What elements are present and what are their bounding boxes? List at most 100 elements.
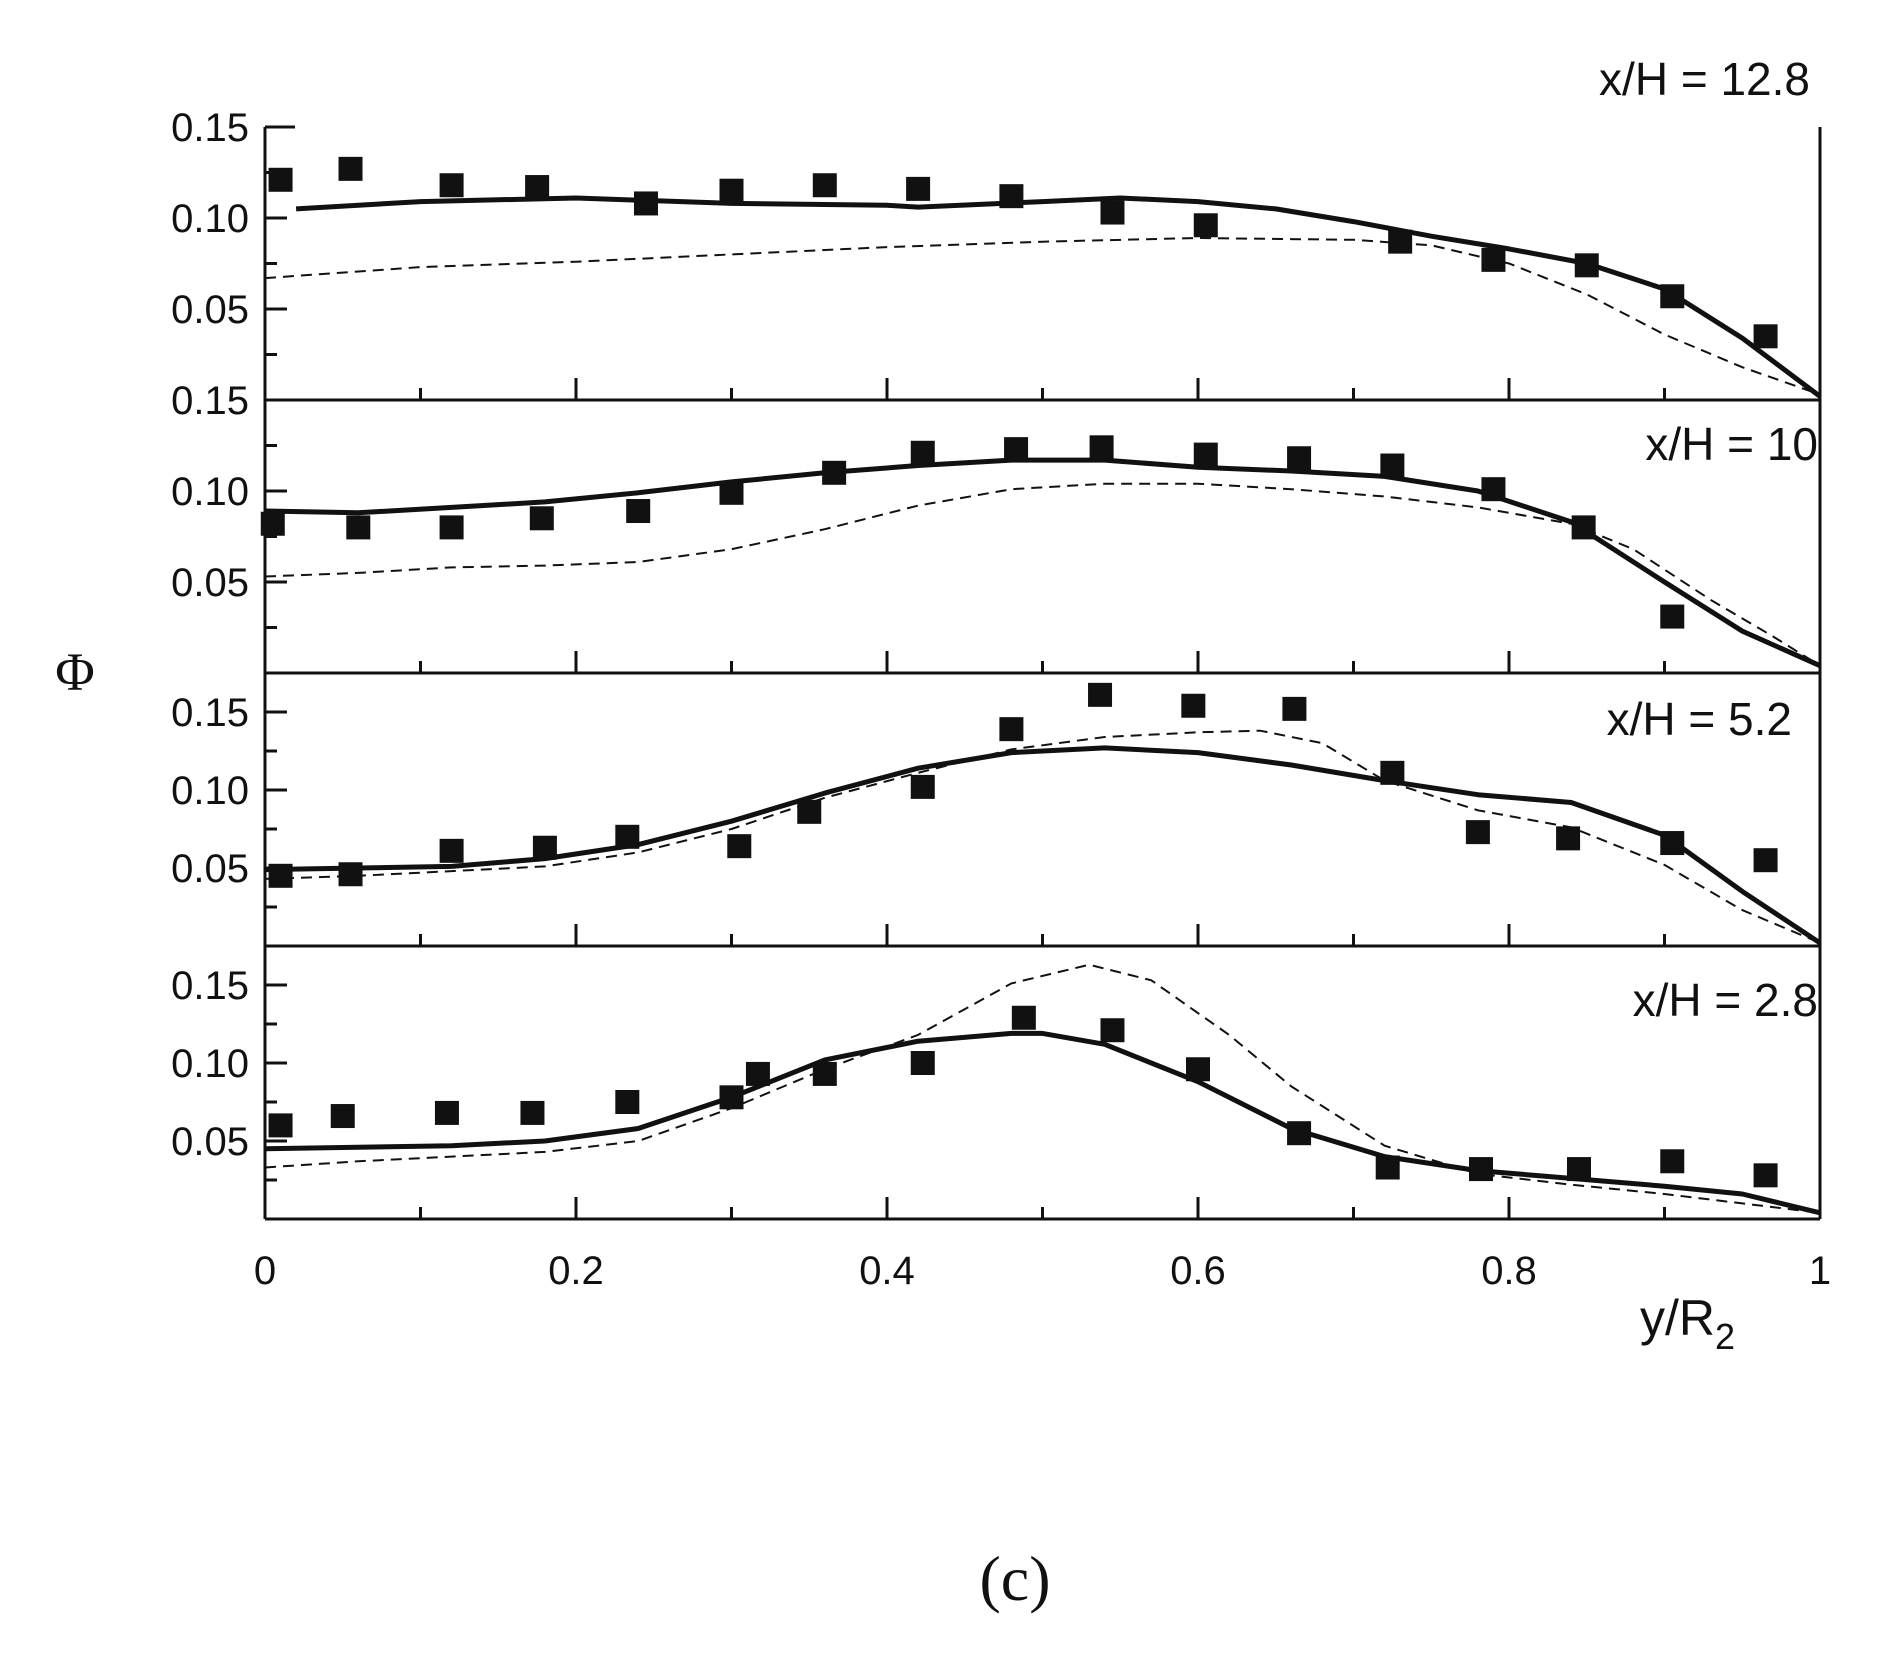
measured-point — [1193, 213, 1218, 238]
measured-point — [1469, 1157, 1494, 1182]
measured-point — [1282, 696, 1307, 721]
measured-point — [1660, 831, 1685, 856]
x-axis-label: y/R2 — [1640, 1290, 1735, 1357]
y-tick-label: 0.05 — [171, 1120, 249, 1164]
y-tick-label: 0.15 — [171, 964, 249, 1008]
measured-point — [1388, 229, 1413, 254]
panels-group: 0.05 0.10 0.15 0.15 x/H = 12.8 0.05 0.10 x/H = … — [171, 53, 1822, 1221]
y-tick-label: 0.10 — [171, 769, 249, 813]
x-tick-label: 0.6 — [1170, 1249, 1226, 1293]
measured-point — [1193, 442, 1218, 467]
measured-point — [1566, 1157, 1591, 1182]
measured-point — [1660, 1149, 1685, 1174]
y-tick-label: 0.15 — [171, 379, 249, 423]
y-tick-label: 0.10 — [171, 470, 249, 514]
measured-point — [1465, 820, 1490, 845]
measured-point — [1100, 200, 1125, 225]
measured-point — [439, 515, 464, 540]
measured-point — [1088, 682, 1113, 707]
model-b-dashed-line — [264, 963, 1821, 1214]
measured-point — [910, 1051, 935, 1075]
y-tick-label: 0.10 — [171, 1042, 249, 1086]
x-tick-labels: 0 0.2 0.4 0.6 0.8 1 — [254, 1249, 1831, 1293]
measured-point — [1571, 515, 1596, 540]
measured-point — [1753, 848, 1778, 873]
measured-point — [268, 167, 293, 192]
measured-point — [439, 173, 464, 198]
panel-1: 0.05 0.10 0.15 0.15 x/H = 12.8 — [171, 53, 1822, 423]
measured-point — [719, 480, 744, 505]
measured-point — [1660, 284, 1685, 309]
measured-point — [797, 799, 822, 824]
measured-point — [1753, 1163, 1778, 1188]
panel-label: x/H = 2.8 — [1633, 974, 1818, 1026]
measured-point — [520, 1100, 545, 1125]
y-tick-label: 0.05 — [171, 847, 249, 891]
panel-4: 0.05 0.10 0.15 x/H = 2.8 — [171, 946, 1822, 1221]
measured-point — [1380, 760, 1405, 785]
measured-point — [1556, 826, 1581, 851]
model-b-dashed-line — [264, 729, 1821, 944]
y-tick-label: 0.05 — [171, 288, 249, 332]
model-b-dashed-line — [264, 236, 1821, 396]
measured-point — [1375, 1155, 1400, 1180]
x-axis-label-main: y/R — [1640, 1290, 1715, 1346]
y-tick-label: 0.15 — [171, 106, 249, 150]
model-a-solid-line — [295, 195, 1822, 399]
x-tick-label: 0 — [254, 1249, 276, 1293]
measured-point — [812, 1061, 837, 1086]
x-tick-label: 0.4 — [859, 1249, 915, 1293]
measured-point — [812, 173, 837, 198]
measured-point — [626, 499, 651, 524]
measured-point — [439, 838, 464, 863]
model-b-dashed-line — [264, 482, 1821, 667]
figure-label: (c) — [979, 1543, 1050, 1614]
y-tick-label: 0.05 — [171, 561, 249, 605]
measured-point — [1089, 435, 1114, 460]
measured-point — [346, 515, 371, 540]
measured-point — [1181, 693, 1206, 718]
panel-label: x/H = 10 — [1645, 418, 1818, 470]
measured-point — [1100, 1018, 1125, 1043]
measured-point — [1011, 1005, 1036, 1030]
measured-point — [745, 1061, 770, 1086]
x-tick-label: 0.8 — [1481, 1249, 1537, 1293]
panel-label: x/H = 5.2 — [1607, 693, 1792, 745]
y-tick-label: 0.10 — [171, 197, 249, 241]
measured-point — [727, 834, 752, 859]
measured-point — [822, 460, 847, 485]
measured-point — [999, 717, 1024, 742]
measured-point — [1287, 1121, 1312, 1146]
measured-point — [906, 176, 931, 201]
measured-point — [532, 835, 557, 860]
measured-point — [1287, 446, 1312, 471]
measured-point — [1481, 247, 1506, 272]
measured-point — [434, 1100, 459, 1125]
measured-point — [1660, 604, 1685, 629]
panel-label: x/H = 12.8 — [1599, 53, 1810, 105]
measured-point — [719, 178, 744, 203]
model-a-solid-line — [264, 745, 1822, 945]
measured-point — [1574, 253, 1599, 278]
measured-point — [1481, 477, 1506, 502]
panel-3: 0.05 0.10 0.15 x/H = 5.2 — [171, 673, 1822, 948]
measured-point — [268, 1113, 293, 1138]
measured-point — [268, 863, 293, 888]
measured-point — [615, 824, 640, 849]
measured-point — [999, 184, 1024, 209]
y-tick-label: 0.15 — [171, 691, 249, 735]
measured-point — [719, 1085, 744, 1110]
panel-2: 0.05 0.10 x/H = 10 — [171, 400, 1822, 675]
measured-point — [338, 862, 363, 887]
measured-point — [529, 506, 554, 531]
model-a-solid-line — [264, 457, 1822, 668]
measured-point — [260, 511, 285, 536]
measured-point — [330, 1104, 355, 1129]
measured-point — [1380, 453, 1405, 478]
measured-point — [338, 156, 363, 181]
measured-point — [1753, 324, 1778, 349]
measured-point — [1004, 437, 1029, 462]
measured-point — [525, 175, 550, 200]
y-axis-label: Φ — [55, 642, 94, 702]
